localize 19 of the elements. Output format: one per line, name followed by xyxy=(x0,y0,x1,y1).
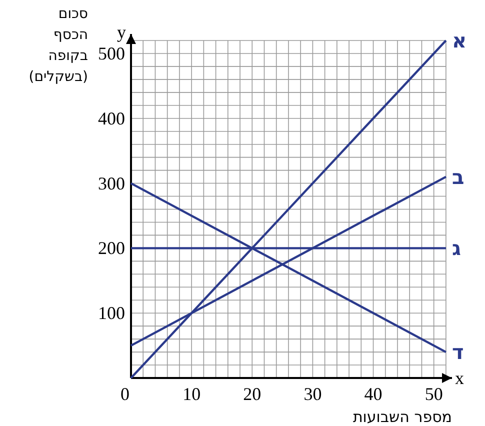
x-tick-label: 40 xyxy=(364,384,382,404)
series-label: ג xyxy=(452,236,461,260)
x-axis-title: מספר השבועות xyxy=(352,408,452,426)
y-tick-label: 300 xyxy=(98,173,125,194)
x-tick-label: 0 xyxy=(120,384,130,404)
text: x xyxy=(455,368,464,388)
x-tick-label: 50 xyxy=(424,384,443,404)
series-label: ב xyxy=(452,164,464,189)
y-tick-label: 500 xyxy=(98,43,125,64)
y-tick-label: 100 xyxy=(98,303,125,324)
series-label: א xyxy=(452,28,467,52)
y-axis-title: סכום הכסף בקופה (בשקלים) xyxy=(28,6,88,85)
y-tick-label: 200 xyxy=(98,238,125,258)
x-tick-label: 10 xyxy=(182,384,201,404)
text: y xyxy=(117,22,126,42)
y-tick-label: 400 xyxy=(98,108,125,128)
series-label: ד xyxy=(452,340,464,364)
x-tick-label: 30 xyxy=(304,384,322,404)
x-tick-label: 20 xyxy=(243,384,262,404)
